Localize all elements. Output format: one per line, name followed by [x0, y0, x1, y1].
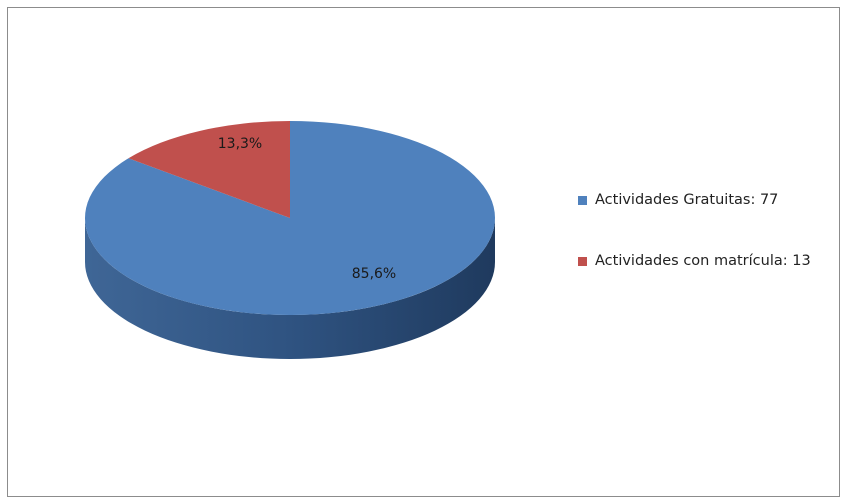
- legend-swatch: [578, 196, 587, 205]
- pie-side-0: [85, 218, 495, 359]
- legend-swatch: [578, 257, 587, 266]
- legend-item-matricula: Actividades con matrícula: 13: [578, 251, 843, 272]
- data-label-0: 85,6%: [352, 266, 396, 282]
- data-label-1: 13,3%: [218, 136, 262, 152]
- legend-label: Actividades Gratuitas: 77: [595, 192, 779, 208]
- pie-slice-1: [128, 121, 290, 218]
- legend-label: Actividades con matrícula: 13: [595, 253, 811, 269]
- pie-chart: 85,6% 13,3%: [84, 121, 496, 359]
- chart-legend: Actividades Gratuitas: 77 Actividades co…: [578, 190, 843, 272]
- legend-item-gratuitas: Actividades Gratuitas: 77: [578, 190, 843, 211]
